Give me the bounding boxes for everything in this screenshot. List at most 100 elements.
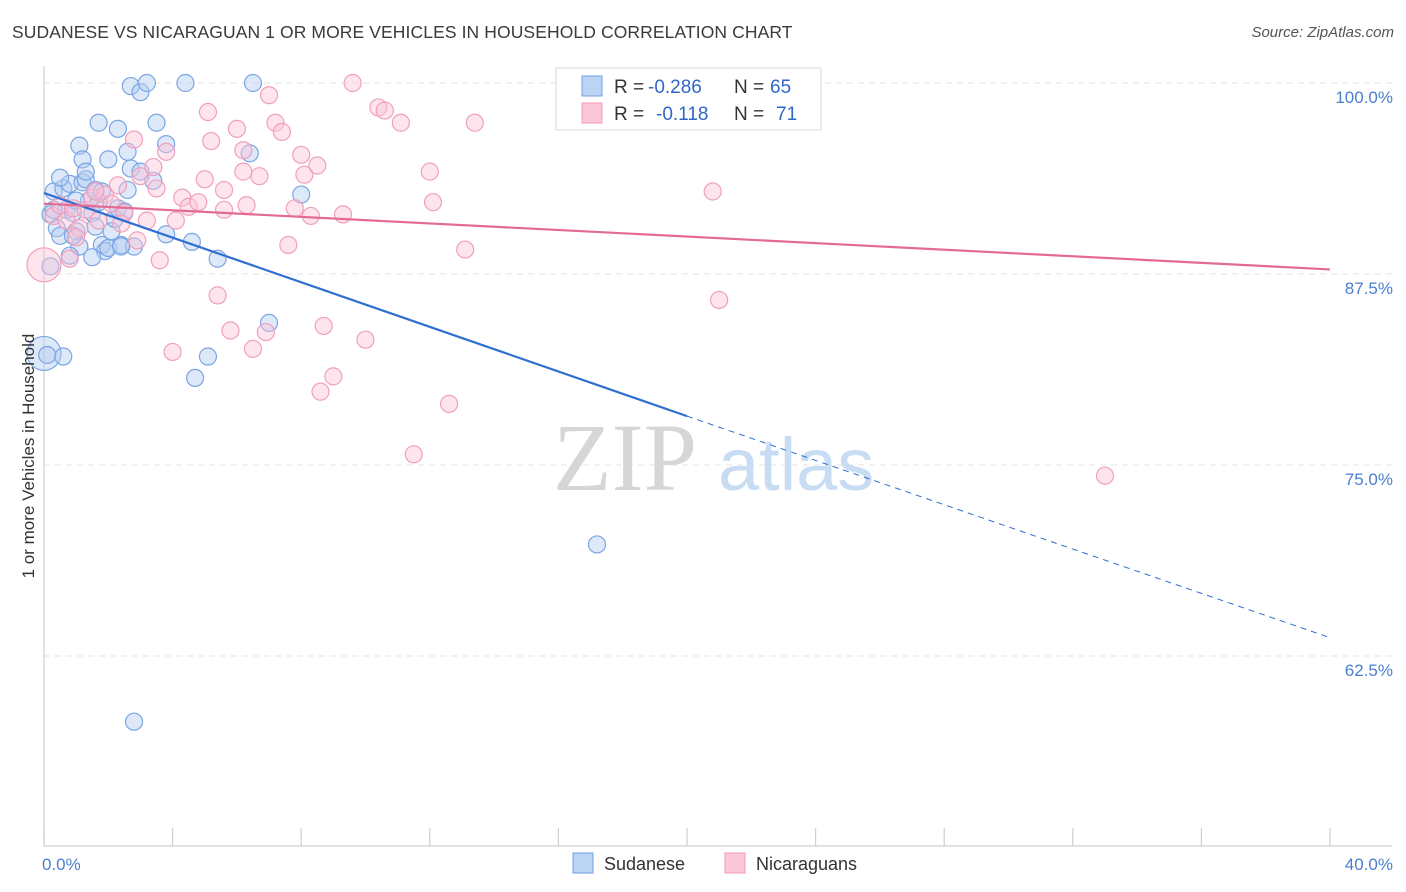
sudanese-point	[198, 347, 218, 366]
nicaraguans-point	[202, 131, 221, 151]
bottom-legend: Sudanese Nicaraguans	[572, 852, 857, 874]
nicaraguans-point	[266, 113, 285, 132]
nicaraguans-point	[237, 196, 256, 215]
sudanese-point	[186, 368, 205, 388]
sudanese-point	[50, 168, 70, 187]
nicaraguans-legend-swatch	[581, 102, 603, 124]
sudanese-point	[118, 180, 137, 200]
sudanese-point	[243, 73, 263, 93]
sudanese-trend-line	[43, 191, 688, 418]
sudanese-legend-swatch	[581, 75, 603, 97]
nicaraguans-point	[1095, 466, 1115, 485]
nicaraguans-point	[108, 176, 128, 195]
nicaraguans-n-value: 71	[776, 104, 797, 125]
nicaraguans-point	[214, 180, 234, 200]
watermark-atlas: atlas	[718, 423, 874, 506]
sudanese-point	[147, 113, 166, 132]
nicaraguans-point	[456, 240, 475, 259]
nicaraguans-point	[279, 235, 298, 255]
sudanese-bottom-swatch	[572, 852, 594, 874]
nicaraguans-point	[147, 179, 166, 198]
sudanese-point	[54, 347, 73, 366]
nicaraguans-point	[465, 113, 484, 132]
nicaraguans-point	[26, 247, 62, 283]
nicaraguans-point	[256, 322, 275, 342]
sudanese-point	[176, 73, 195, 93]
nicaraguans-point	[157, 142, 176, 161]
y-tick-label: 87.5%	[1345, 279, 1393, 298]
nicaraguans-bottom-swatch	[724, 852, 746, 874]
data-points	[26, 73, 1115, 731]
sudanese-point	[124, 712, 144, 731]
sudanese-point	[70, 136, 89, 155]
nicaraguans-point	[189, 193, 208, 212]
nicaraguans-n-label: N =	[734, 104, 764, 125]
sudanese-point	[99, 150, 118, 169]
y-axis-title: 1 or more Vehicles in Household	[19, 334, 38, 579]
nicaraguans-point	[163, 342, 182, 362]
nicaraguans-point	[234, 141, 253, 160]
x-tick-labels: 0.0% 40.0%	[42, 855, 1393, 874]
nicaraguans-point	[404, 445, 423, 464]
nicaraguans-point	[221, 321, 240, 340]
sudanese-point	[587, 535, 607, 554]
nicaraguans-point	[423, 193, 443, 212]
nicaraguans-point	[420, 162, 439, 181]
nicaraguans-point	[166, 211, 185, 230]
nicaraguans-point	[356, 330, 375, 349]
nicaraguans-point	[234, 162, 253, 181]
y-tick-label: 62.5%	[1345, 661, 1393, 680]
nicaraguans-r-label: R =	[614, 104, 644, 125]
y-tick-label: 100.0%	[1335, 88, 1393, 107]
nicaraguans-point	[198, 102, 218, 122]
nicaraguans-point	[311, 382, 330, 401]
nicaraguans-point	[195, 170, 214, 189]
nicaraguans-point	[272, 122, 292, 141]
nicaraguans-point	[150, 251, 169, 270]
sudanese-point	[137, 73, 156, 93]
nicaraguans-point	[703, 182, 722, 201]
sudanese-n-label: N =	[734, 77, 764, 98]
nicaraguans-bottom-label: Nicaraguans	[756, 854, 857, 874]
nicaraguans-point	[343, 73, 362, 93]
nicaraguans-r-value: -0.118	[656, 104, 708, 125]
sudanese-n-value: 65	[770, 77, 791, 98]
y-tick-label: 75.0%	[1345, 470, 1393, 489]
nicaraguans-point	[67, 228, 86, 247]
nicaraguans-point	[285, 199, 304, 218]
nicaraguans-point	[375, 101, 394, 120]
nicaraguans-point	[292, 145, 311, 164]
x-tick-label: 40.0%	[1345, 855, 1393, 874]
nicaraguans-point	[295, 165, 314, 184]
sudanese-point	[83, 248, 102, 267]
nicaraguans-point	[243, 339, 263, 358]
watermark: ZIP atlas	[553, 404, 874, 511]
nicaraguans-point	[214, 200, 234, 219]
trend-lines	[43, 191, 1331, 639]
sudanese-point	[112, 237, 131, 256]
axes	[43, 66, 1392, 847]
nicaraguans-point	[131, 167, 150, 186]
sudanese-point	[89, 113, 108, 132]
sudanese-point	[131, 83, 150, 102]
chart-source: Source: ZipAtlas.com	[1251, 24, 1394, 41]
sudanese-point	[76, 162, 95, 181]
sudanese-r-label: R =	[614, 77, 644, 98]
sudanese-point	[108, 119, 128, 138]
x-tick-label: 0.0%	[42, 855, 81, 874]
nicaraguans-point	[710, 290, 729, 310]
stats-legend: R = -0.286 N = 65 R = -0.118 N = 71	[555, 67, 822, 131]
sudanese-trend-extension	[686, 415, 1331, 639]
sudanese-point	[38, 345, 57, 365]
nicaraguans-point	[259, 86, 279, 105]
sudanese-point	[41, 257, 60, 276]
chart-title: SUDANESE VS NICARAGUAN 1 OR MORE VEHICLE…	[12, 22, 793, 42]
nicaraguans-point	[324, 367, 343, 386]
nicaraguans-point	[144, 157, 163, 177]
sudanese-point	[92, 182, 111, 201]
sudanese-point	[157, 135, 176, 154]
nicaraguans-point	[227, 119, 246, 138]
nicaraguans-point	[391, 113, 410, 132]
y-tick-labels: 100.0% 87.5% 75.0% 62.5%	[1335, 88, 1393, 680]
